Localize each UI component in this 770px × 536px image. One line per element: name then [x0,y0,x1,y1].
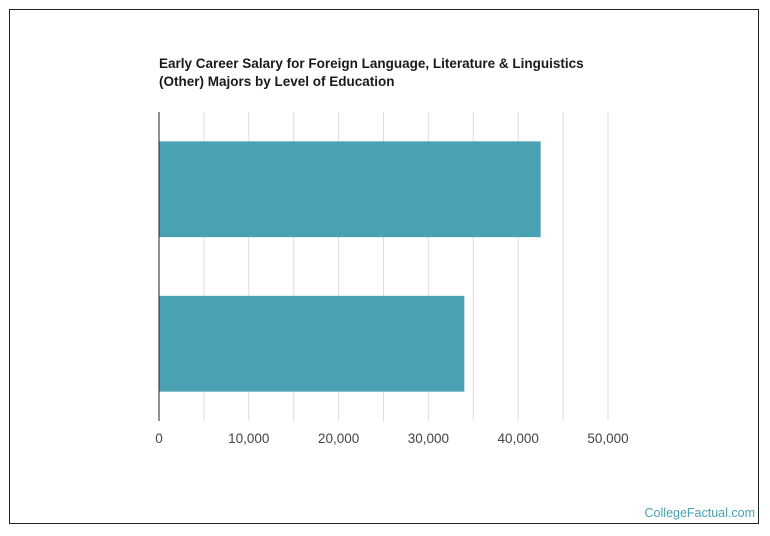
x-axis-ticks: 0 10,000 20,000 30,000 40,000 50,000 [155,431,628,446]
bar-1 [159,141,541,238]
x-tick-label: 0 [155,431,163,446]
x-tick-label: 20,000 [318,431,359,446]
x-tick-label: 10,000 [228,431,269,446]
chart-title-line-2: (Other) Majors by Level of Education [159,74,395,89]
bar-2 [159,295,465,392]
x-tick-label: 30,000 [408,431,449,446]
chart-title-line-1: Early Career Salary for Foreign Language… [159,56,584,71]
collegefactual-brand-link[interactable]: CollegeFactual.com [644,506,755,520]
chart-title: Early Career Salary for Foreign Language… [159,55,599,91]
bars [159,141,541,392]
x-tick-label: 50,000 [587,431,628,446]
x-tick-label: 40,000 [498,431,539,446]
